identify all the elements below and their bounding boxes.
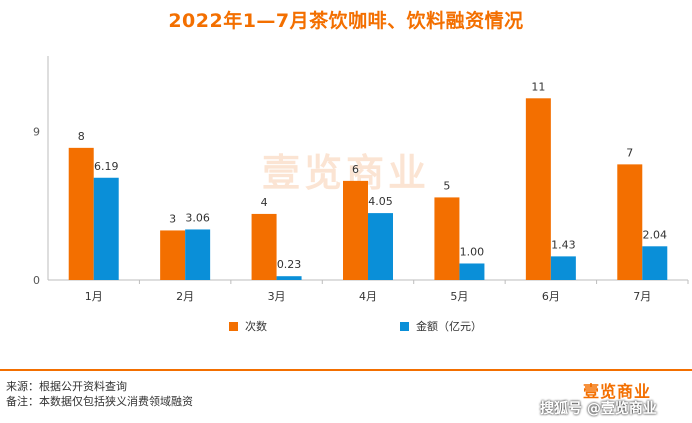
data-label-count-5: 11 [531, 80, 545, 93]
bar-count-0 [68, 147, 94, 280]
bar-count-4 [434, 197, 460, 280]
bar-count-1 [160, 230, 186, 280]
bar-count-3 [343, 180, 368, 280]
data-label-count-1: 3 [169, 212, 176, 225]
legend-swatch-count [229, 321, 238, 331]
bar-amount-4 [459, 263, 485, 280]
data-label-count-6: 7 [626, 146, 633, 159]
bar-amount-3 [368, 213, 393, 280]
y-tick-label-0: 0 [33, 274, 40, 287]
data-label-amount-1: 3.06 [185, 211, 210, 224]
bar-count-2 [251, 213, 277, 280]
x-tick-label-6: 7月 [633, 290, 651, 303]
x-tick-label-5: 6月 [542, 290, 560, 303]
bar-amount-1 [185, 229, 211, 280]
bar-amount-2 [276, 276, 302, 280]
x-tick-label-2: 3月 [268, 290, 286, 303]
bar-amount-5 [550, 256, 576, 280]
brand-logo: 壹览商业 [583, 382, 652, 401]
data-label-amount-3: 4.05 [368, 195, 393, 208]
footer-divider [0, 369, 692, 371]
data-label-count-3: 6 [352, 163, 359, 176]
x-tick-label-0: 1月 [85, 290, 103, 303]
chart-title: 2022年1—7月茶饮咖啡、饮料融资情况 [168, 10, 524, 32]
legend-label-count: 次数 [245, 320, 267, 333]
data-label-amount-4: 1.00 [460, 245, 485, 258]
data-label-amount-0: 6.19 [94, 160, 119, 173]
bar-amount-0 [93, 177, 119, 280]
y-tick-label-1: 9 [33, 125, 40, 138]
bar-count-6 [617, 164, 643, 280]
x-tick-label-4: 5月 [450, 290, 468, 303]
source-note: 来源：根据公开资料查询 [6, 380, 127, 393]
legend-item-count: 次数 [229, 318, 267, 334]
bar-amount-6 [642, 246, 668, 280]
data-label-amount-2: 0.23 [277, 258, 302, 271]
platform-watermark: 搜狐号 @壹览商业 [540, 401, 657, 417]
data-label-amount-6: 2.04 [643, 228, 668, 241]
data-label-count-2: 4 [261, 196, 268, 209]
data-label-amount-5: 1.43 [551, 238, 576, 251]
data-label-count-0: 8 [78, 130, 85, 143]
x-tick-label-3: 4月 [359, 290, 377, 303]
remark-note: 备注：本数据仅包括狭义消费领域融资 [6, 395, 193, 408]
legend-swatch-amount [400, 321, 409, 331]
data-label-count-4: 5 [443, 179, 450, 192]
x-tick-label-1: 2月 [176, 290, 194, 303]
bar-chart: 0 9 1月 8 6.19 2月 3 3.06 3月 4 0.23 4月 6 4.05 5月 5 1.00 6月 1… [33, 56, 689, 303]
legend-item-amount: 金额（亿元） [400, 318, 482, 334]
legend-label-amount: 金额（亿元） [416, 320, 482, 333]
bar-count-5 [525, 98, 551, 280]
